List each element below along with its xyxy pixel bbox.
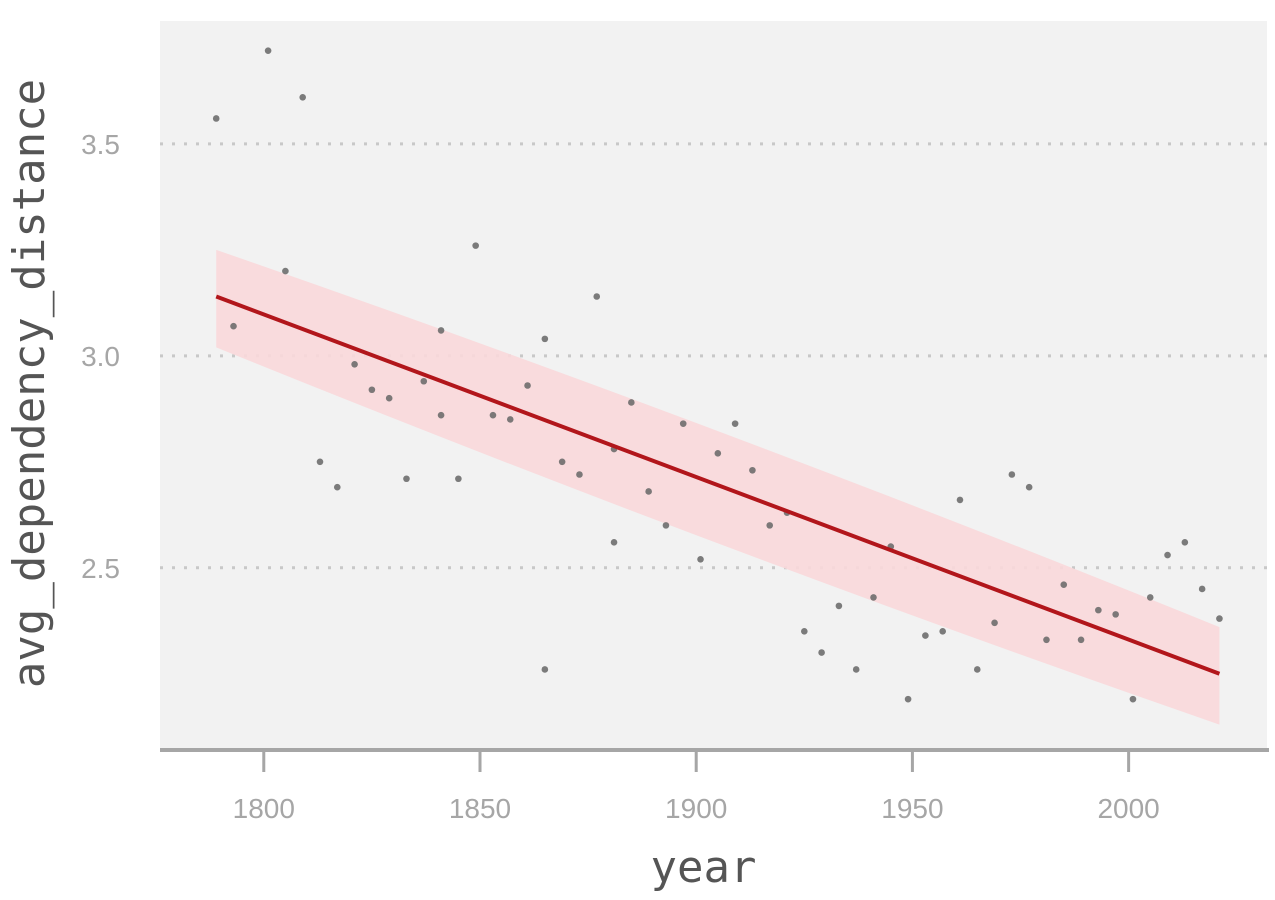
x-tick-label-1: 1850: [449, 793, 511, 824]
data-point-47: [991, 619, 998, 627]
data-point-2: [264, 47, 272, 54]
data-point-27: [645, 488, 652, 495]
data-point-31: [714, 450, 722, 457]
data-point-53: [1095, 606, 1102, 614]
data-point-8: [368, 386, 376, 394]
data-point-48: [1008, 471, 1016, 478]
data-point-32: [731, 420, 739, 427]
data-point-28: [662, 522, 670, 529]
trend-line: [215, 294, 1221, 676]
data-point-29: [679, 420, 687, 427]
data-point-11: [420, 377, 428, 385]
data-point-54: [1112, 611, 1119, 618]
y-axis-title: avg_dependency_distance: [4, 79, 55, 688]
y-axis-ticks: 2.5 3.0 3.5: [81, 129, 120, 584]
x-axis-ticks: 1800 1850 1900 1950 2000: [233, 750, 1160, 824]
data-point-33: [749, 466, 756, 474]
data-point-30: [697, 555, 704, 563]
data-point-20: [541, 666, 549, 673]
data-point-13: [437, 411, 445, 419]
data-point-22: [576, 471, 583, 478]
data-point-43: [922, 632, 929, 639]
data-point-24: [610, 539, 618, 546]
data-point-45: [956, 496, 964, 504]
data-point-40: [870, 594, 877, 601]
data-point-14: [455, 475, 462, 483]
data-point-1: [230, 322, 237, 330]
data-point-15: [472, 242, 479, 249]
data-point-58: [1181, 539, 1189, 546]
data-point-42: [904, 695, 912, 703]
data-point-19: [541, 335, 549, 343]
data-point-50: [1043, 636, 1050, 644]
data-point-60: [1216, 615, 1223, 622]
data-point-18: [524, 382, 531, 389]
x-tick-label-4: 2000: [1097, 793, 1159, 824]
x-tick-label-2: 1900: [665, 793, 727, 824]
data-point-44: [939, 628, 946, 635]
y-tick-label-2: 3.5: [81, 129, 120, 160]
data-point-21: [558, 458, 566, 466]
data-point-26: [628, 399, 635, 406]
data-point-17: [506, 416, 514, 423]
y-tick-label-0: 2.5: [81, 553, 120, 584]
data-point-34: [766, 522, 774, 529]
data-point-39: [852, 666, 860, 673]
gridlines: [160, 142, 1267, 570]
data-point-16: [489, 411, 497, 419]
data-point-59: [1198, 585, 1206, 593]
data-point-49: [1025, 483, 1033, 491]
data-point-55: [1129, 695, 1137, 703]
data-point-7: [351, 361, 358, 368]
data-point-57: [1164, 551, 1171, 559]
data-point-38: [835, 602, 843, 610]
y-tick-label-1: 3.0: [81, 341, 120, 372]
data-point-10: [403, 475, 410, 483]
data-point-23: [593, 293, 601, 300]
data-point-46: [973, 666, 981, 673]
data-point-37: [818, 649, 825, 656]
x-axis-title: year: [651, 842, 757, 893]
x-tick-label-3: 1950: [881, 793, 943, 824]
data-point-12: [437, 327, 445, 334]
x-tick-label-0: 1800: [233, 793, 295, 824]
data-point-9: [385, 394, 393, 402]
data-point-52: [1077, 636, 1085, 644]
data-point-3: [282, 267, 289, 275]
data-point-51: [1060, 581, 1068, 589]
data-point-36: [801, 628, 808, 635]
data-point-4: [299, 93, 306, 101]
data-point-56: [1146, 594, 1154, 601]
data-point-0: [212, 115, 220, 122]
data-point-6: [333, 483, 341, 491]
data-point-5: [316, 458, 324, 466]
